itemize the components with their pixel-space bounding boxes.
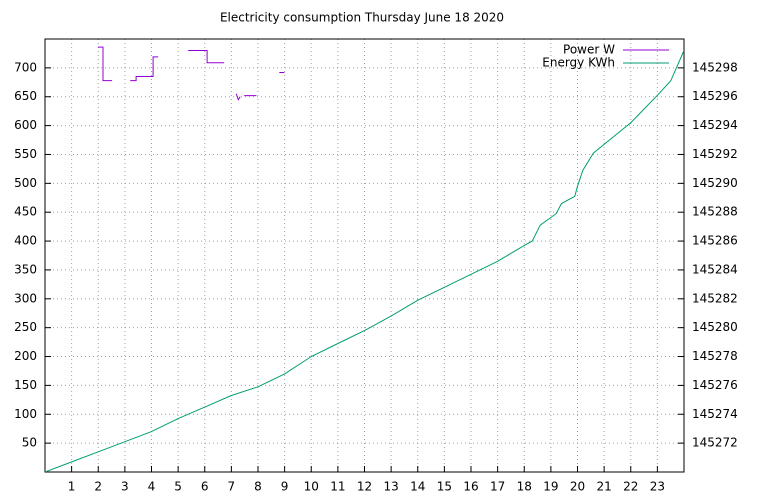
chart-title: Electricity consumption Thursday June 18… [220,11,504,25]
y-tick-label: 150 [14,378,37,392]
y-tick-label: 100 [14,407,37,421]
x-tick-label: 10 [304,480,319,494]
y-tick-label: 650 [14,89,37,103]
plot-border [44,38,685,473]
y-tick-label: 450 [14,205,37,219]
y2-tick-label: 145296 [692,89,738,103]
x-tick-label: 13 [383,480,398,494]
plot-area [45,46,684,472]
y2-tick-label: 145276 [692,378,738,392]
y-tick-label: 500 [14,176,37,190]
series-line [98,46,285,101]
x-tick-label: 7 [228,480,236,494]
x-tick-label: 4 [148,480,156,494]
x-tick-label: 1 [68,480,76,494]
y2-tick-label: 145272 [692,436,738,450]
y2-tick-label: 145278 [692,349,738,363]
x-tick-label: 15 [437,480,452,494]
y-tick-label: 400 [14,234,37,248]
y2-tick-label: 145292 [692,147,738,161]
legend-label: Energy KWh [542,56,615,70]
y-tick-label: 250 [14,320,37,334]
x-tick-label: 19 [543,480,558,494]
x-tick-label: 2 [94,480,102,494]
series-line [45,50,684,472]
x-tick-label: 9 [281,480,289,494]
y-tick-label: 550 [14,147,37,161]
y2-tick-label: 145288 [692,205,738,219]
y2-tick-label: 145286 [692,234,738,248]
x-tick-label: 8 [254,480,262,494]
y-tick-label: 300 [14,291,37,305]
x-tick-label: 20 [570,480,585,494]
y-tick-label: 700 [14,60,37,74]
y-tick-label: 350 [14,262,37,276]
y2-tick-label: 145284 [692,262,738,276]
y2-tick-label: 145294 [692,118,738,132]
x-tick-label: 18 [517,480,532,494]
x-tick-label: 23 [650,480,665,494]
y2-tick-label: 145298 [692,60,738,74]
y-tick-label: 600 [14,118,37,132]
y2-tick-label: 145280 [692,320,738,334]
y2-tick-label: 145274 [692,407,738,421]
x-tick-label: 3 [121,480,129,494]
x-tick-label: 22 [623,480,638,494]
x-tick-label: 21 [596,480,611,494]
x-tick-label: 12 [357,480,372,494]
y2-tick-label: 145290 [692,176,738,190]
x-tick-label: 14 [410,480,425,494]
y2-tick-label: 145282 [692,291,738,305]
y-tick-label: 50 [22,436,37,450]
y-tick-label: 200 [14,349,37,363]
x-tick-label: 16 [463,480,478,494]
legend-label: Power W [563,43,615,57]
x-tick-label: 17 [490,480,505,494]
x-tick-label: 5 [174,480,182,494]
x-tick-label: 6 [201,480,209,494]
x-tick-label: 11 [330,480,345,494]
